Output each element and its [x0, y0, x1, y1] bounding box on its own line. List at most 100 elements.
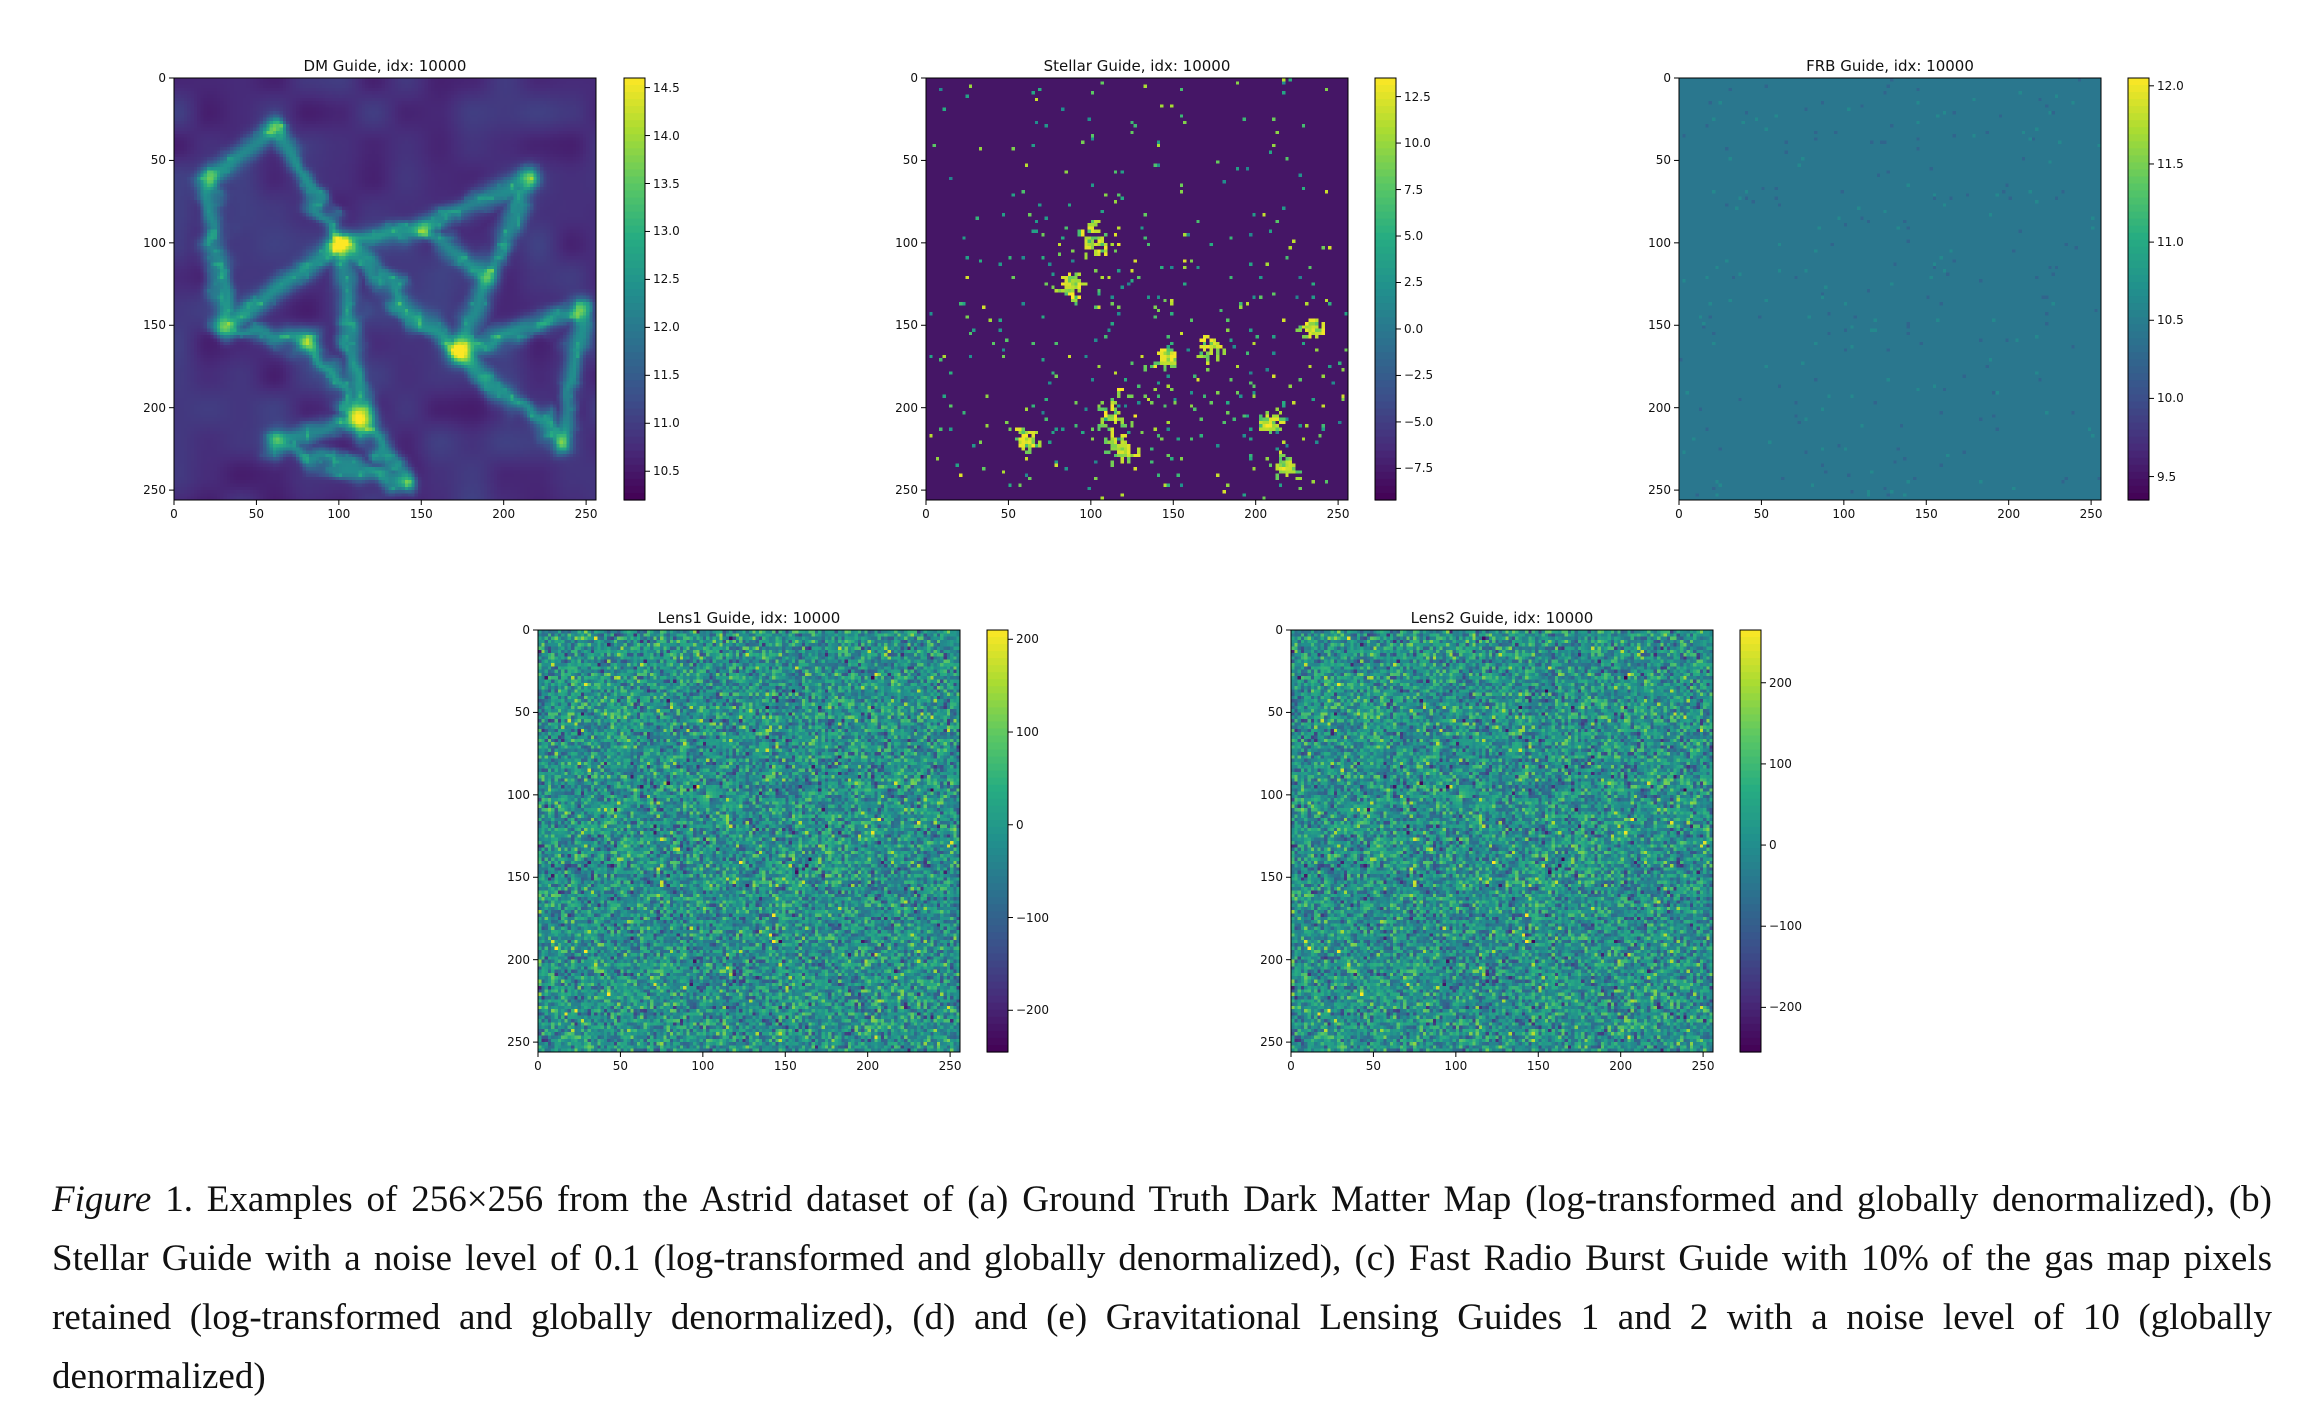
colorbar-segment: [624, 120, 645, 128]
colorbar-segment: [2128, 204, 2149, 213]
x-tick-label: 250: [938, 1059, 962, 1073]
y-tick-label: 50: [1655, 153, 1671, 168]
colorbar-segment: [1375, 162, 1396, 171]
colorbar-segment: [624, 92, 645, 100]
colorbar-segment: [2128, 380, 2149, 389]
colorbar-segment: [624, 422, 645, 431]
colorbar-segment: [624, 155, 645, 163]
axes-frame: [1290, 629, 1714, 1053]
colorbar-segment: [1740, 918, 1761, 926]
colorbar-tick-label: 13.0: [653, 224, 680, 239]
colorbar-frame: [1374, 77, 1397, 501]
colorbar-segment: [987, 876, 1008, 884]
colorbar-segment: [1740, 841, 1761, 849]
colorbar-segment: [1375, 148, 1396, 156]
colorbar-segment: [1375, 218, 1396, 227]
colorbar-segment: [987, 848, 1008, 856]
colorbar-segment: [624, 211, 645, 220]
colorbar-segment: [2128, 260, 2149, 269]
colorbar-tick-label: 11.0: [2157, 235, 2184, 250]
colorbar-segment: [624, 253, 645, 262]
colorbar-tick-label: 10.5: [653, 464, 680, 479]
colorbar-segment: [1740, 1044, 1761, 1053]
colorbar-segment: [2128, 162, 2149, 171]
y-tick-label: 100: [143, 235, 166, 250]
colorbar-segment: [1740, 791, 1761, 800]
colorbar-segment: [1740, 974, 1761, 983]
colorbar-segment: [2128, 401, 2149, 410]
x-tick-label: 0: [170, 507, 178, 521]
colorbar-segment: [624, 324, 645, 332]
colorbar-segment: [2128, 169, 2149, 178]
colorbar-segment: [987, 721, 1008, 730]
colorbar-segment: [1375, 113, 1396, 121]
colorbar-segment: [987, 869, 1008, 877]
colorbar-segment: [1740, 988, 1761, 997]
colorbar-segment: [987, 728, 1008, 737]
colorbar-segment: [1740, 679, 1761, 687]
colorbar-segment: [1740, 805, 1761, 814]
colorbar-segment: [624, 471, 645, 480]
figure-caption: Figure 1. Examples of 256×256 from the A…: [52, 1170, 2272, 1406]
colorbar-segment: [1375, 457, 1396, 466]
panel-title: FRB Guide, idx: 10000: [1806, 57, 1974, 75]
colorbar-segment: [1375, 260, 1396, 269]
colorbar-segment: [987, 742, 1008, 751]
colorbar-segment: [987, 939, 1008, 948]
axes: [921, 77, 1401, 505]
colorbar-segment: [1375, 359, 1396, 367]
colorbar-segment: [987, 897, 1008, 905]
colorbar-segment: [1740, 651, 1761, 659]
y-tick-label: 150: [895, 318, 918, 333]
heatmap-image: [1291, 630, 1713, 1052]
colorbar-segment: [2128, 436, 2149, 445]
panel-title: Lens2 Guide, idx: 10000: [1410, 609, 1594, 627]
colorbar-segment: [624, 352, 645, 360]
colorbar-frame: [986, 629, 1009, 1053]
colorbar-segment: [1740, 707, 1761, 715]
colorbar-segment: [624, 162, 645, 171]
colorbar-segment: [1375, 127, 1396, 135]
colorbar-segment: [624, 176, 645, 185]
colorbar-tick-label: −200: [1769, 1000, 1802, 1015]
colorbar-tick-label: −100: [1769, 919, 1802, 934]
colorbar-segment: [1375, 253, 1396, 262]
colorbar-segment: [624, 464, 645, 473]
colorbar-tick-label: 0.0: [1404, 321, 1424, 336]
y-tick-label: 250: [143, 483, 166, 498]
colorbar-segment: [2128, 99, 2149, 107]
colorbar-segment: [1375, 246, 1396, 255]
colorbar-segment: [1375, 204, 1396, 213]
colorbar-frame: [2127, 77, 2150, 501]
y-tick-label: 250: [1648, 483, 1671, 498]
colorbar-tick-label: 10.0: [1404, 136, 1431, 151]
x-tick-label: 200: [856, 1059, 880, 1073]
axes-frame: [173, 77, 597, 501]
colorbar-segment: [987, 672, 1008, 680]
x-tick-label: 150: [1914, 507, 1938, 521]
colorbar-segment: [2128, 492, 2149, 501]
colorbar-segment: [624, 113, 645, 121]
x-tick-label: 200: [492, 507, 516, 521]
colorbar-segment: [2128, 281, 2149, 290]
colorbar-segment: [1375, 176, 1396, 185]
colorbar-segment: [987, 749, 1008, 758]
colorbar-segment: [1375, 310, 1396, 318]
colorbar-tick-label: 2.5: [1404, 275, 1424, 290]
colorbar-segment: [1740, 770, 1761, 779]
colorbar-segment: [1740, 1037, 1761, 1046]
colorbar-segment: [987, 805, 1008, 814]
colorbar-segment: [2128, 359, 2149, 367]
colorbar-segment: [1375, 373, 1396, 382]
colorbar-tick-label: 14.5: [653, 80, 680, 95]
colorbar-tick-label: −5.0: [1404, 414, 1434, 429]
colorbar-segment: [987, 967, 1008, 976]
colorbar-segment: [987, 911, 1008, 919]
colorbar-segment: [624, 197, 645, 206]
colorbar-segment: [624, 99, 645, 107]
colorbar-segment: [2128, 267, 2149, 276]
colorbar-segment: [624, 478, 645, 487]
colorbar-segment: [624, 232, 645, 241]
colorbar-segment: [624, 260, 645, 269]
colorbar-segment: [1740, 693, 1761, 701]
